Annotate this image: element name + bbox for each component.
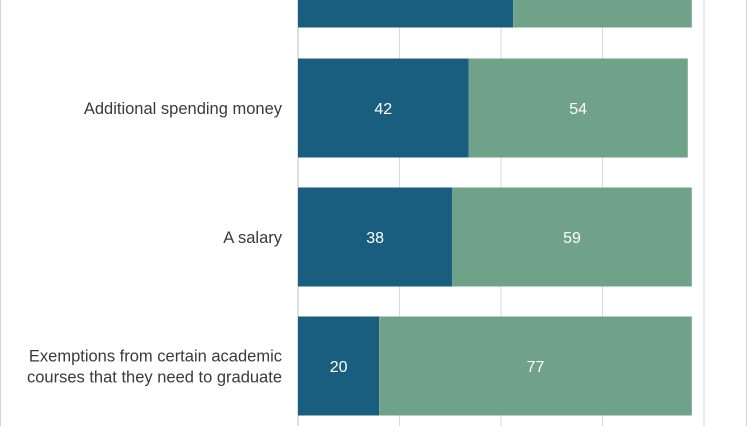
data-label-series2-row2: 54 xyxy=(569,101,587,118)
bar-series1-row4 xyxy=(298,316,380,416)
category-label-row3: A salary xyxy=(223,229,282,247)
bar-series2-row2 xyxy=(468,58,688,158)
data-label-series2-row3: 59 xyxy=(563,230,581,247)
category-label-row4-line2: courses that they need to graduate xyxy=(27,369,282,387)
data-label-series1-row2: 42 xyxy=(374,101,392,118)
data-label-series1-row4: 20 xyxy=(330,359,348,376)
category-label-row4-line1: Exemptions from certain academic xyxy=(29,348,282,366)
bar-series2-row3 xyxy=(452,187,692,287)
bar-series2-row1 xyxy=(513,0,692,28)
bar-series1-row2 xyxy=(298,58,469,158)
frame-left-border xyxy=(0,0,1,426)
bar-series1-row1 xyxy=(298,0,514,28)
data-label-series2-row4: 77 xyxy=(527,359,545,376)
data-label-series1-row3: 38 xyxy=(366,230,384,247)
bar-series2-row4 xyxy=(379,316,692,416)
category-label-row2: Additional spending money xyxy=(84,100,283,118)
bar-series1-row3 xyxy=(298,187,453,287)
